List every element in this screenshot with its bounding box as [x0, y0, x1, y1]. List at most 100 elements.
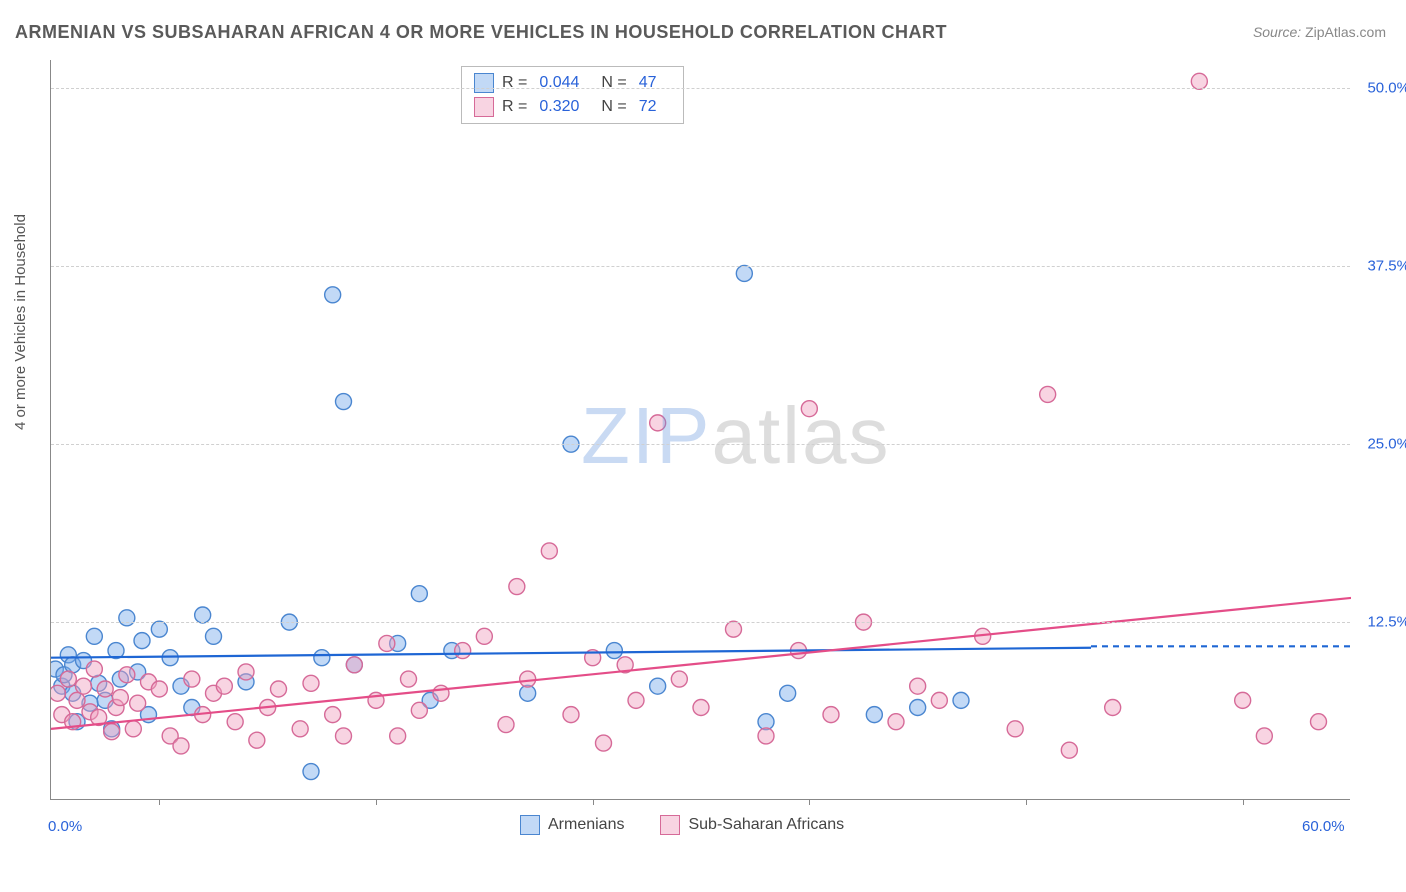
- x-tick: [809, 799, 810, 805]
- chart-title: ARMENIAN VS SUBSAHARAN AFRICAN 4 OR MORE…: [15, 22, 947, 43]
- data-point: [1311, 714, 1327, 730]
- data-point: [1007, 721, 1023, 737]
- data-point: [97, 681, 113, 697]
- y-tick-label: 50.0%: [1367, 80, 1406, 97]
- data-point: [134, 633, 150, 649]
- data-point: [292, 721, 308, 737]
- source-value: ZipAtlas.com: [1305, 24, 1386, 40]
- data-point: [726, 621, 742, 637]
- series-legend: Armenians Sub-Saharan Africans: [520, 815, 870, 835]
- data-point: [411, 586, 427, 602]
- x-tick: [159, 799, 160, 805]
- correlation-legend: R = 0.044 N = 47 R = 0.320 N = 72: [461, 66, 684, 124]
- data-point: [671, 671, 687, 687]
- chart-plot-area: ZIPatlas R = 0.044 N = 47 R = 0.320 N = …: [50, 60, 1350, 800]
- r-value: 0.320: [539, 98, 579, 116]
- trend-line: [51, 648, 1091, 658]
- n-label: N =: [601, 98, 626, 116]
- data-point: [433, 685, 449, 701]
- x-tick: [1026, 799, 1027, 805]
- data-point: [650, 415, 666, 431]
- data-point: [151, 621, 167, 637]
- gridline: [51, 622, 1350, 623]
- data-point: [411, 702, 427, 718]
- data-point: [1040, 386, 1056, 402]
- data-point: [227, 714, 243, 730]
- data-point: [455, 643, 471, 659]
- y-tick-label: 12.5%: [1367, 614, 1406, 631]
- legend-item: Armenians: [520, 815, 624, 835]
- data-point: [1105, 700, 1121, 716]
- data-point: [693, 700, 709, 716]
- legend-label: Sub-Saharan Africans: [688, 816, 844, 834]
- data-point: [931, 692, 947, 708]
- correlation-legend-row: R = 0.044 N = 47: [474, 71, 671, 95]
- gridline: [51, 88, 1350, 89]
- source-label: Source:: [1253, 24, 1301, 40]
- data-point: [780, 685, 796, 701]
- data-point: [206, 628, 222, 644]
- data-point: [303, 764, 319, 780]
- data-point: [195, 607, 211, 623]
- data-point: [1061, 742, 1077, 758]
- data-point: [606, 643, 622, 659]
- data-point: [271, 681, 287, 697]
- correlation-legend-row: R = 0.320 N = 72: [474, 95, 671, 119]
- data-point: [104, 724, 120, 740]
- r-label: R =: [502, 98, 527, 116]
- data-point: [86, 628, 102, 644]
- x-axis-max-label: 60.0%: [1302, 818, 1345, 835]
- data-point: [60, 671, 76, 687]
- data-point: [216, 678, 232, 694]
- gridline: [51, 266, 1350, 267]
- data-point: [823, 707, 839, 723]
- legend-swatch-subsaharan: [474, 97, 494, 117]
- y-axis-label: 4 or more Vehicles in Household: [12, 214, 29, 430]
- data-point: [758, 728, 774, 744]
- data-point: [119, 667, 135, 683]
- data-point: [1235, 692, 1251, 708]
- data-point: [303, 675, 319, 691]
- x-axis-min-label: 0.0%: [48, 818, 82, 835]
- legend-swatch-subsaharan: [660, 815, 680, 835]
- data-point: [76, 678, 92, 694]
- data-point: [953, 692, 969, 708]
- legend-label: Armenians: [548, 816, 624, 834]
- legend-swatch-armenians: [474, 73, 494, 93]
- y-tick-label: 25.0%: [1367, 436, 1406, 453]
- legend-item: Sub-Saharan Africans: [660, 815, 844, 835]
- data-point: [86, 661, 102, 677]
- data-point: [119, 610, 135, 626]
- data-point: [520, 671, 536, 687]
- data-point: [184, 671, 200, 687]
- data-point: [112, 690, 128, 706]
- data-point: [390, 728, 406, 744]
- data-point: [563, 707, 579, 723]
- gridline: [51, 444, 1350, 445]
- data-point: [325, 287, 341, 303]
- data-point: [801, 401, 817, 417]
- data-point: [401, 671, 417, 687]
- data-point: [336, 728, 352, 744]
- scatter-plot-svg: [51, 60, 1351, 800]
- data-point: [888, 714, 904, 730]
- data-point: [1191, 73, 1207, 89]
- data-point: [173, 738, 189, 754]
- data-point: [130, 695, 146, 711]
- data-point: [866, 707, 882, 723]
- data-point: [325, 707, 341, 723]
- data-point: [51, 685, 66, 701]
- x-tick: [376, 799, 377, 805]
- data-point: [476, 628, 492, 644]
- data-point: [249, 732, 265, 748]
- data-point: [1256, 728, 1272, 744]
- data-point: [509, 579, 525, 595]
- data-point: [314, 650, 330, 666]
- data-point: [650, 678, 666, 694]
- y-tick-label: 37.5%: [1367, 258, 1406, 275]
- data-point: [910, 700, 926, 716]
- data-point: [151, 681, 167, 697]
- data-point: [628, 692, 644, 708]
- data-point: [336, 394, 352, 410]
- data-point: [910, 678, 926, 694]
